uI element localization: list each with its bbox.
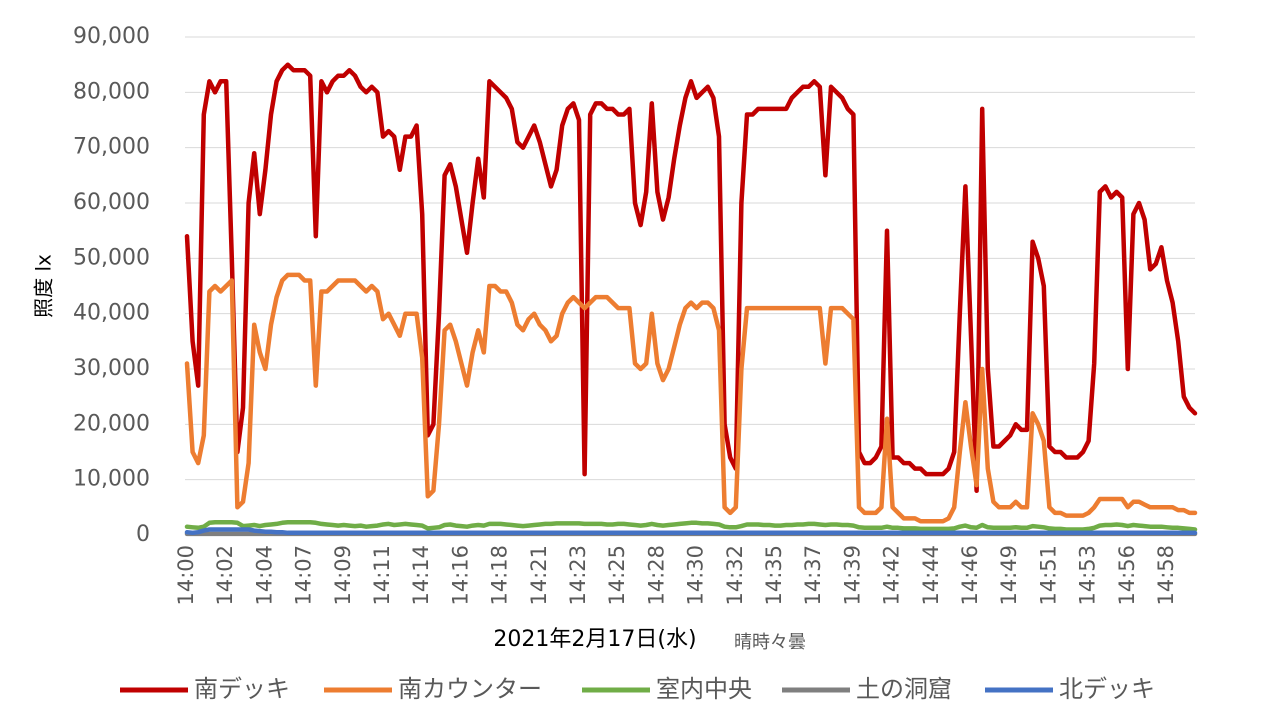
legend-label: 南デッキ: [194, 675, 290, 703]
x-tick-label: 14:42: [880, 545, 904, 606]
x-tick-label: 14:23: [566, 545, 590, 606]
series-line: [184, 520, 1198, 532]
y-tick-label: 90,000: [73, 24, 150, 49]
legend-label: 土の洞窟: [856, 675, 952, 703]
x-tick-label: 14:30: [684, 545, 708, 606]
x-tick-label: 14:25: [605, 545, 629, 606]
x-tick-label: 14:16: [448, 545, 472, 606]
y-tick-label: 70,000: [73, 135, 150, 160]
x-tick-label: 14:56: [1115, 545, 1139, 606]
y-tick-label: 10,000: [73, 467, 150, 492]
x-tick-label: 14:09: [331, 545, 355, 606]
x-tick-label: 14:04: [252, 545, 276, 606]
x-tick-label: 14:51: [1036, 545, 1060, 606]
x-tick-label: 14:37: [801, 545, 825, 606]
y-tick-label: 50,000: [73, 245, 150, 270]
x-tick-label: 14:14: [409, 545, 433, 606]
x-tick-label: 14:46: [958, 545, 982, 606]
x-tick-label: 14:28: [644, 545, 668, 606]
x-tick-label: 14:32: [723, 545, 747, 606]
x-tick-label: 14:18: [488, 545, 512, 606]
x-tick-label: 14:58: [1154, 545, 1178, 606]
x-tick-label: 14:11: [370, 545, 394, 606]
x-tick-label: 14:49: [997, 545, 1021, 606]
x-axis-label: 2021年2月17日(水): [493, 627, 696, 652]
x-tick-label: 14:21: [527, 545, 551, 606]
x-tick-label: 14:02: [213, 545, 237, 606]
y-tick-label: 80,000: [73, 79, 150, 104]
y-tick-label: 30,000: [73, 356, 150, 381]
y-tick-label: 60,000: [73, 190, 150, 215]
x-tick-label: 14:53: [1076, 545, 1100, 606]
x-tick-label: 14:39: [840, 545, 864, 606]
y-axis-label: 照度 lx: [32, 254, 56, 318]
annotation: 晴時々曇: [734, 632, 806, 653]
x-tick-label: 14:00: [174, 545, 198, 606]
y-tick-label: 20,000: [73, 411, 150, 436]
series-line: [184, 527, 1198, 536]
series-line: [184, 272, 1198, 524]
legend-label: 室内中央: [656, 675, 752, 703]
legend-label: 南カウンター: [398, 675, 542, 703]
x-tick-label: 14:07: [292, 545, 316, 606]
legend-label: 北デッキ: [1059, 675, 1155, 703]
y-tick-label: 40,000: [73, 301, 150, 326]
series-line: [184, 62, 1198, 493]
y-tick-label: 0: [136, 522, 150, 547]
x-tick-label: 14:35: [762, 545, 786, 606]
x-tick-label: 14:44: [919, 545, 943, 606]
